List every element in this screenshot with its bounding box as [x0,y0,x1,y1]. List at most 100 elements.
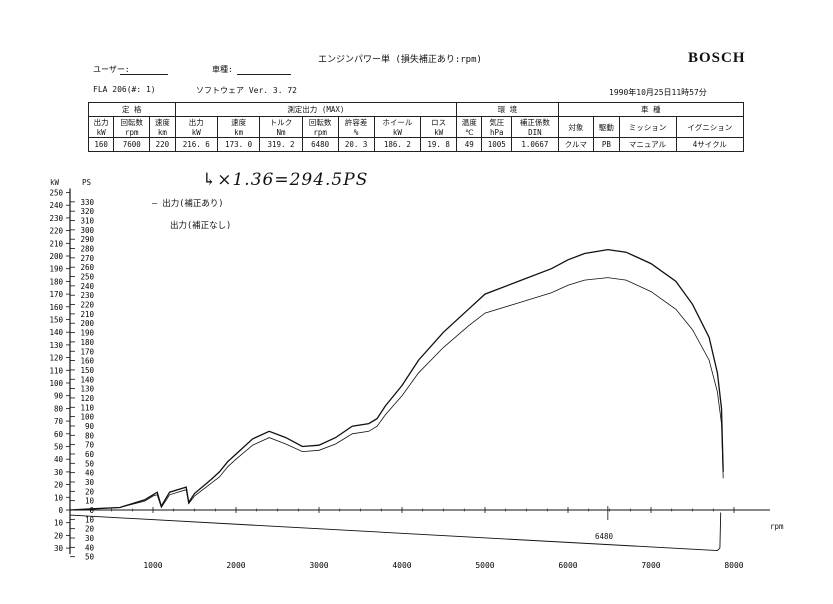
kw-tick-label: 10 [54,519,64,528]
ps-tick-label: 260 [80,263,94,272]
spec-header-main: 回転数 [308,118,332,127]
x-tick-label: 3000 [309,561,328,570]
kw-tick-label: 190 [49,265,63,274]
ps-tick-label: 250 [80,273,94,282]
ps-tick-label: 130 [80,385,94,394]
spec-header-main: 温度 [461,118,477,127]
spec-value-2: 220 [149,137,176,152]
spec-value-3: 216. 6 [174,137,218,152]
spec-value-8: 186. 2 [373,137,422,152]
ps-tick-label: 110 [80,403,94,412]
ps-tick-label: 120 [80,394,94,403]
ps-axis-unit: PS [82,178,92,187]
x-tick-label: 1000 [143,561,162,570]
spec-value-14: PB [593,137,620,152]
kw-tick-label: 90 [54,392,64,401]
ps-tick-label: 10 [85,497,95,506]
series-line-corrected [69,248,724,511]
ps-tick-label: 70 [85,441,95,450]
kw-tick-label: 200 [49,252,63,261]
spec-header-main: 速度 [231,118,247,127]
kw-tick-label: 100 [49,379,63,388]
legend-item-corrected: — 出力(補正あり) [152,199,224,209]
spec-value-5: 319. 2 [259,137,303,152]
ps-tick-label: 0 [89,506,94,515]
spec-header-main: イグニション [687,122,733,132]
kw-tick-label: 40 [54,455,64,464]
kw-tick-label: 170 [49,290,63,299]
vehicle-label: 車種: [212,65,233,74]
report-title: エンジンパワー単 (損失補正あり:rpm) [318,55,482,65]
spec-header-main: 出力 [188,118,204,127]
ps-tick-label: 190 [80,329,94,338]
ps-tick-label: 100 [80,413,94,422]
x-tick-label: 6000 [558,561,577,570]
x-tick-label: 7000 [641,561,660,570]
user-underline [120,74,168,75]
kw-tick-label: 60 [54,430,64,439]
ps-tick-label: 40 [85,469,95,478]
software-version: ソフトウェア Ver. 3. 72 [196,86,297,95]
kw-tick-label: 120 [49,354,63,363]
spec-header-unit: ℃ [465,128,474,137]
spec-value-10: 49 [456,137,483,152]
spec-header-main: 対象 [568,122,584,132]
spec-header-main: トルク [269,118,293,127]
kw-tick-label: 230 [49,214,63,223]
device-id: FLA 206(#: 1) [93,85,156,94]
spec-header-unit: km [157,128,167,137]
spec-header-unit: rpm [125,128,139,137]
spec-header-unit: DIN [528,128,542,137]
ps-tick-label: 60 [85,450,95,459]
spec-header-main: ロス [431,118,447,127]
spec-header-14: 駆動 [593,116,620,138]
kw-tick-label: 0 [58,506,63,515]
kw-tick-label: 110 [49,366,63,375]
spec-value-0: 160 [87,137,115,152]
peak-rpm-label: 6480 [595,532,614,541]
kw-tick-label: 150 [49,316,63,325]
legend-item-uncorrected: 出力(補正なし) [170,219,231,231]
spec-value-row: 160 7600 220 216. 6 173. 0 319. 2 6480 20. 3 186… [87,137,745,152]
kw-tick-label: 180 [49,277,63,286]
kw-tick-label: 220 [49,227,63,236]
ps-tick-label: 210 [80,310,94,319]
x-tick-label: 4000 [392,561,411,570]
ps-tick-label: 170 [80,347,94,356]
kw-tick-label: 80 [54,404,64,413]
legend-label-corrected: 出力(補正あり) [162,199,224,209]
loss-line [69,512,722,552]
spec-header-unit: hPa [490,128,504,137]
ps-tick-label: 240 [80,282,94,291]
ps-tick-label: 220 [80,301,94,310]
spec-header-0: 出力 kW [87,116,115,138]
spec-header-main: 許容差 [344,118,368,127]
vehicle-underline [237,74,291,75]
ps-tick-label: 230 [80,291,94,300]
spec-header-11: 気圧 hPa [481,116,513,138]
ps-tick-label: 200 [80,319,94,328]
spec-header-main: ホイール [382,118,413,127]
kw-tick-label: 140 [49,328,63,337]
ps-tick-label: 140 [80,375,94,384]
ps-tick-label: 160 [80,357,94,366]
spec-header-main: 駆動 [598,122,614,132]
kw-tick-label: 20 [54,531,64,540]
spec-header-unit: kW [191,128,201,137]
kw-tick-label: 70 [54,417,64,426]
ps-tick-label: 280 [80,245,94,254]
kw-tick-label: 250 [49,189,63,198]
ps-tick-label: 290 [80,235,94,244]
spec-header-unit: kW [392,128,402,137]
ps-tick-label: 50 [85,553,95,562]
ps-tick-label: 30 [85,478,95,487]
x-tick-label: 2000 [226,561,245,570]
ps-tick-label: 20 [85,525,95,534]
ps-tick-label: 20 [85,487,95,496]
x-tick-label: 5000 [475,561,494,570]
spec-value-1: 7600 [113,137,151,152]
kw-tick-label: 50 [54,443,64,452]
x-tick-label: 8000 [724,561,743,570]
kw-tick-label: 10 [54,493,64,502]
